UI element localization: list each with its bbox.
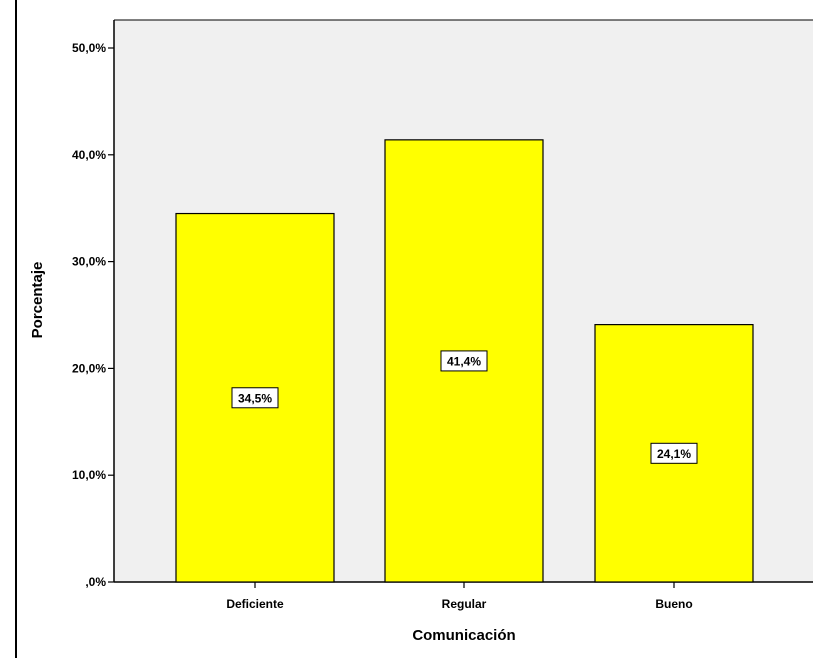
x-tick-label: Deficiente bbox=[226, 597, 284, 611]
data-label: 41,4% bbox=[447, 354, 481, 368]
data-label-box bbox=[440, 350, 488, 372]
y-tick-label: 30,0% bbox=[72, 255, 106, 269]
y-tick-label: 10,0% bbox=[72, 468, 106, 482]
chart-frame bbox=[15, 0, 813, 658]
x-tick-label: Regular bbox=[442, 597, 487, 611]
x-axis-title: Comunicación bbox=[412, 627, 515, 644]
y-axis-title: Porcentaje bbox=[29, 262, 46, 339]
y-tick-label: 40,0% bbox=[72, 148, 106, 162]
data-label-box bbox=[650, 442, 698, 464]
data-label: 24,1% bbox=[657, 447, 691, 461]
data-labels: 34,5% 41,4% 24,1% bbox=[231, 350, 698, 464]
y-tick-label: ,0% bbox=[85, 575, 106, 589]
data-label: 34,5% bbox=[238, 391, 272, 405]
x-tick-label: Bueno bbox=[655, 597, 692, 611]
data-label-box bbox=[231, 387, 279, 409]
x-axis: Deficiente Regular Bueno bbox=[114, 581, 813, 611]
y-tick-label: 50,0% bbox=[72, 41, 106, 55]
y-axis: ,0% 10,0% 20,0% 30,0% 40,0% 50,0% bbox=[72, 19, 813, 589]
y-tick-label: 20,0% bbox=[72, 361, 106, 375]
